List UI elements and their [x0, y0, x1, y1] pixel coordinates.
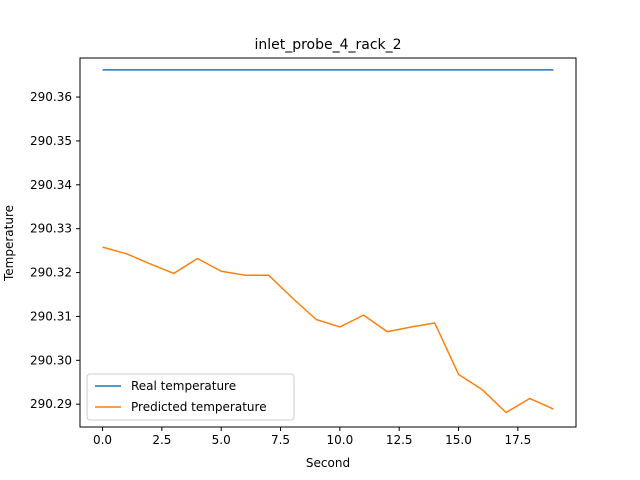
y-tick-label: 290.31	[30, 309, 72, 323]
x-axis: 0.0 2.5 5.0 7.5 10.0 12.5 15.0 17.5	[93, 427, 531, 447]
y-tick-label: 290.36	[30, 90, 72, 104]
y-tick-label: 290.29	[30, 397, 72, 411]
y-tick-label: 290.34	[30, 178, 72, 192]
legend: Real temperature Predicted temperature	[86, 373, 295, 421]
x-tick-label: 15.0	[445, 433, 472, 447]
chart-title: inlet_probe_4_rack_2	[254, 37, 401, 53]
x-tick-label: 2.5	[152, 433, 171, 447]
y-tick-label: 290.35	[30, 134, 72, 148]
legend-box	[86, 373, 295, 421]
y-tick-label: 290.30	[30, 353, 72, 367]
plot-area	[102, 69, 554, 414]
y-axis: 290.29 290.30 290.31 290.32 290.33 290.34 290.…	[30, 90, 80, 411]
x-tick-label: 7.5	[271, 433, 290, 447]
y-axis-label: Temperature	[2, 205, 16, 282]
x-tick-label: 12.5	[386, 433, 413, 447]
x-tick-label: 10.0	[327, 433, 354, 447]
axes-frame	[79, 57, 577, 428]
x-tick-label: 5.0	[212, 433, 231, 447]
y-tick-label: 290.32	[30, 266, 72, 280]
x-tick-label: 0.0	[93, 433, 112, 447]
series-line-2	[102, 246, 554, 414]
legend-label: Real temperature	[131, 379, 236, 393]
legend-label: Predicted temperature	[131, 400, 267, 414]
y-tick-label: 290.33	[30, 222, 72, 236]
x-axis-label: Second	[306, 456, 350, 470]
x-tick-label: 17.5	[504, 433, 531, 447]
